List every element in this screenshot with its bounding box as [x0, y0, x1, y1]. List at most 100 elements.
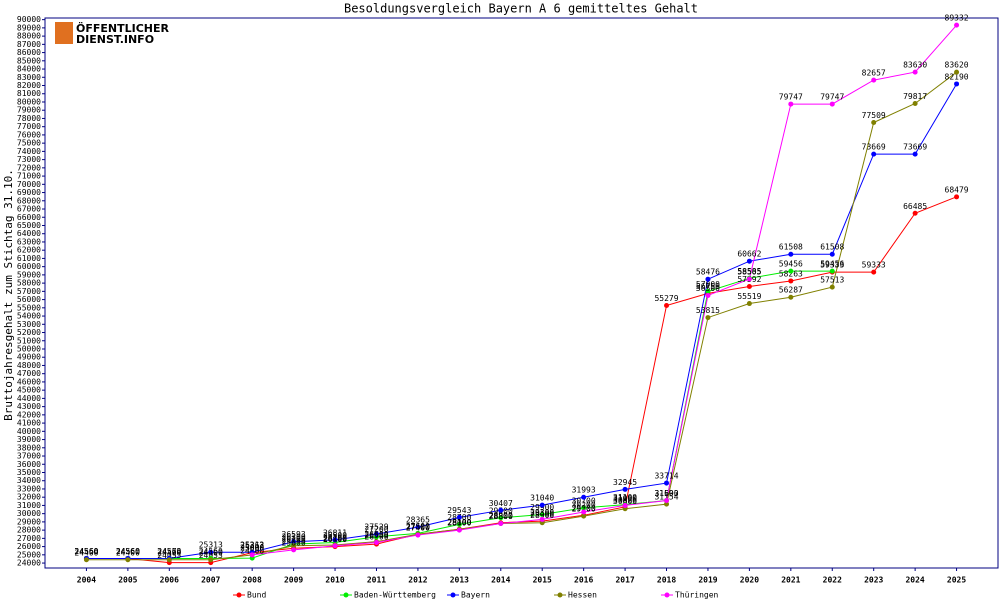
x-tick-label: 2020	[740, 576, 759, 585]
data-point	[664, 303, 670, 309]
y-tick-label: 66000	[17, 213, 41, 222]
x-tick-label: 2018	[657, 576, 676, 585]
x-tick-label: 2006	[160, 576, 179, 585]
x-tick-label: 2025	[947, 576, 966, 585]
y-tick-label: 32000	[17, 493, 41, 502]
y-tick-label: 64000	[17, 229, 41, 238]
legend-marker	[450, 592, 456, 598]
value-label: 26600	[364, 530, 388, 539]
value-label: 59333	[862, 261, 886, 270]
y-tick-label: 89000	[17, 23, 41, 32]
value-label: 27200	[364, 525, 388, 534]
value-label: 83620	[945, 61, 969, 70]
value-label: 24560	[116, 547, 140, 556]
value-label: 24560	[116, 547, 140, 556]
data-point	[705, 315, 711, 321]
y-tick-label: 83000	[17, 73, 41, 82]
data-point	[912, 69, 918, 75]
y-tick-label: 75000	[17, 139, 41, 148]
value-label: 60662	[737, 250, 761, 259]
data-point	[622, 486, 628, 492]
legend-marker	[557, 592, 563, 598]
y-tick-label: 47000	[17, 369, 41, 378]
x-tick-label: 2024	[905, 576, 924, 585]
x-tick-label: 2004	[77, 576, 96, 585]
y-tick-label: 28000	[17, 526, 41, 535]
data-point	[788, 268, 794, 274]
data-point	[829, 268, 835, 274]
y-tick-label: 59000	[17, 270, 41, 279]
value-label: 58476	[696, 268, 720, 277]
value-label: 83630	[903, 61, 927, 70]
data-point	[829, 101, 835, 107]
data-point	[581, 494, 587, 500]
value-label: 30200	[572, 501, 596, 510]
y-tick-label: 56000	[17, 295, 41, 304]
y-tick-label: 50000	[17, 344, 41, 353]
value-label: 56500	[696, 284, 720, 293]
y-tick-label: 61000	[17, 254, 41, 263]
value-label: 24573	[157, 547, 181, 556]
chart-title: Besoldungsvergleich Bayern A 6 gemittelt…	[344, 2, 698, 16]
y-tick-label: 84000	[17, 65, 41, 74]
x-tick-label: 2005	[118, 576, 137, 585]
value-label: 26300	[282, 533, 306, 542]
value-label: 28800	[489, 512, 513, 521]
y-tick-label: 78000	[17, 114, 41, 123]
y-tick-label: 25000	[17, 550, 41, 559]
x-tick-label: 2023	[864, 576, 883, 585]
x-tick-label: 2011	[367, 576, 386, 585]
y-tick-label: 87000	[17, 40, 41, 49]
y-tick-label: 53000	[17, 320, 41, 329]
data-point	[539, 511, 545, 517]
y-tick-label: 26000	[17, 542, 41, 551]
value-label: 29543	[447, 506, 471, 515]
y-tick-label: 86000	[17, 48, 41, 57]
data-point	[581, 509, 587, 515]
y-tick-label: 45000	[17, 386, 41, 395]
data-point	[332, 543, 338, 549]
value-label: 55519	[737, 292, 761, 301]
value-label: 24053	[157, 551, 181, 560]
value-label: 61508	[779, 243, 803, 252]
y-tick-label: 46000	[17, 377, 41, 386]
y-tick-label: 72000	[17, 163, 41, 172]
y-tick-label: 27000	[17, 534, 41, 543]
y-tick-label: 43000	[17, 402, 41, 411]
value-label: 33714	[654, 472, 678, 481]
y-tick-label: 37000	[17, 452, 41, 461]
legend-marker	[236, 592, 242, 598]
value-label: 31593	[654, 489, 678, 498]
logo-text: ÖFFENTLICHER	[76, 21, 169, 35]
data-point	[249, 552, 255, 558]
value-label: 24560	[116, 547, 140, 556]
legend-label: Bayern	[461, 591, 490, 600]
value-label: 26200	[323, 533, 347, 542]
y-tick-label: 38000	[17, 443, 41, 452]
series-line	[86, 71, 957, 561]
data-point	[954, 22, 960, 28]
data-point	[332, 537, 338, 543]
data-point	[871, 269, 877, 275]
value-label: 59333	[820, 261, 844, 270]
legend-label: Hessen	[568, 591, 597, 600]
value-label: 26100	[282, 534, 306, 543]
value-label: 55279	[654, 294, 678, 303]
value-label: 25000	[240, 543, 264, 552]
value-label: 31040	[530, 494, 554, 503]
x-tick-label: 2009	[284, 576, 303, 585]
value-label: 56287	[779, 286, 803, 295]
y-tick-label: 70000	[17, 180, 41, 189]
y-tick-label: 57000	[17, 287, 41, 296]
x-tick-label: 2013	[450, 576, 469, 585]
value-label: 57513	[820, 276, 844, 285]
value-label: 31100	[613, 493, 637, 502]
x-tick-label: 2008	[243, 576, 262, 585]
data-point	[291, 547, 297, 553]
data-point	[788, 294, 794, 300]
value-label: 30407	[489, 499, 513, 508]
y-tick-label: 52000	[17, 328, 41, 337]
y-tick-label: 90000	[17, 15, 41, 24]
y-axis-label: Bruttojahresgehalt zum Stichtag 31.10.	[2, 169, 15, 421]
data-point	[498, 521, 504, 527]
